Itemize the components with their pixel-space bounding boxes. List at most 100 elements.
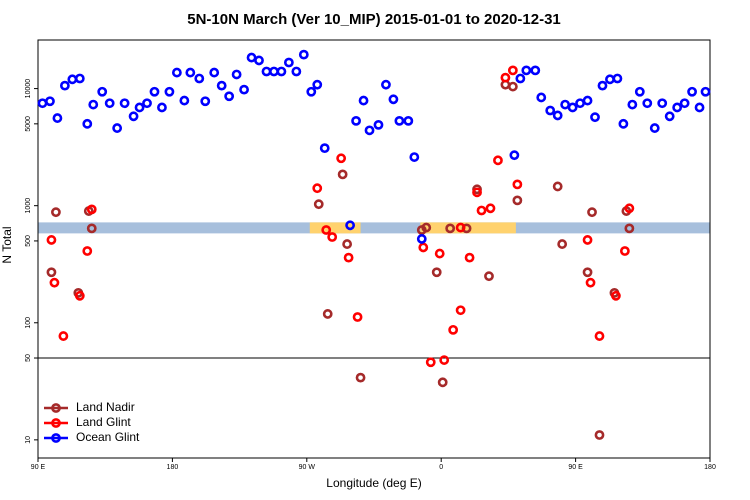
point — [312, 183, 323, 194]
point — [351, 115, 361, 126]
point — [312, 79, 323, 90]
y-tick-label: 500 — [25, 235, 32, 247]
point — [679, 98, 690, 109]
point — [142, 98, 152, 109]
point — [619, 246, 630, 256]
point — [445, 223, 456, 234]
point — [185, 67, 196, 78]
point — [612, 73, 623, 84]
point — [418, 242, 429, 253]
point — [86, 223, 97, 234]
point — [171, 67, 182, 78]
point — [582, 95, 593, 106]
legend-label: Ocean Glint — [76, 430, 140, 444]
point — [624, 223, 635, 234]
point — [409, 152, 420, 162]
point — [657, 98, 668, 109]
point — [552, 110, 563, 121]
point — [455, 305, 466, 316]
point — [319, 143, 330, 154]
point — [179, 95, 190, 106]
point — [484, 271, 494, 282]
point — [515, 73, 526, 84]
point — [157, 102, 167, 113]
point — [582, 267, 593, 278]
legend-marker — [51, 433, 61, 443]
point — [291, 66, 302, 77]
point — [239, 84, 249, 95]
point — [618, 118, 629, 129]
point — [507, 65, 518, 76]
point — [97, 86, 108, 97]
point — [560, 99, 571, 110]
series-2 — [37, 49, 711, 244]
point — [261, 66, 272, 77]
point — [194, 73, 205, 84]
point — [552, 181, 563, 192]
point — [342, 239, 353, 249]
point — [327, 232, 338, 242]
point — [58, 331, 69, 341]
point — [46, 267, 57, 278]
point — [557, 239, 568, 249]
point — [337, 169, 348, 180]
legend-marker — [51, 418, 61, 428]
point — [437, 377, 448, 388]
point — [545, 105, 556, 116]
point — [627, 99, 638, 110]
legend-marker — [51, 403, 61, 413]
point — [585, 277, 596, 288]
point — [88, 99, 99, 110]
point — [434, 248, 445, 259]
band-highlight — [309, 222, 361, 234]
point — [231, 69, 242, 80]
y-tick-label: 5000 — [25, 116, 32, 132]
x-tick-label: 180 — [704, 464, 716, 471]
point — [119, 98, 130, 109]
point — [322, 309, 333, 319]
point — [134, 102, 145, 113]
point — [209, 67, 220, 78]
point — [455, 222, 466, 233]
x-tick-label: 90 W — [299, 464, 316, 471]
point — [67, 74, 78, 85]
x-tick-label: 0 — [439, 464, 443, 471]
point — [394, 115, 405, 126]
point — [694, 102, 705, 113]
point — [493, 155, 503, 166]
point — [373, 119, 384, 130]
point — [74, 73, 85, 84]
point — [575, 98, 585, 109]
series-1 — [46, 65, 635, 368]
point — [672, 102, 683, 113]
point — [634, 86, 645, 97]
point — [306, 86, 317, 97]
point — [336, 153, 347, 164]
point — [597, 80, 608, 91]
point — [594, 430, 605, 440]
point — [200, 96, 211, 107]
point — [649, 123, 660, 133]
point — [74, 290, 85, 301]
band-highlight — [420, 222, 516, 234]
x-tick-label: 90 E — [31, 464, 46, 471]
y-tick-label: 10000 — [25, 79, 32, 99]
point — [587, 207, 597, 218]
point — [276, 66, 287, 77]
point — [51, 207, 61, 218]
x-tick-label: 90 E — [568, 464, 583, 471]
point — [507, 81, 518, 92]
point — [512, 179, 523, 190]
y-tick-label: 50 — [25, 354, 32, 362]
point — [530, 65, 541, 76]
y-tick-label: 10 — [25, 436, 32, 444]
chart-title: 5N-10N March (Ver 10_MIP) 2015-01-01 to … — [187, 11, 561, 28]
point — [355, 372, 366, 383]
point — [421, 222, 432, 233]
point — [590, 112, 600, 123]
point — [224, 91, 235, 102]
point — [82, 246, 93, 256]
point — [112, 123, 123, 133]
point — [345, 220, 356, 231]
